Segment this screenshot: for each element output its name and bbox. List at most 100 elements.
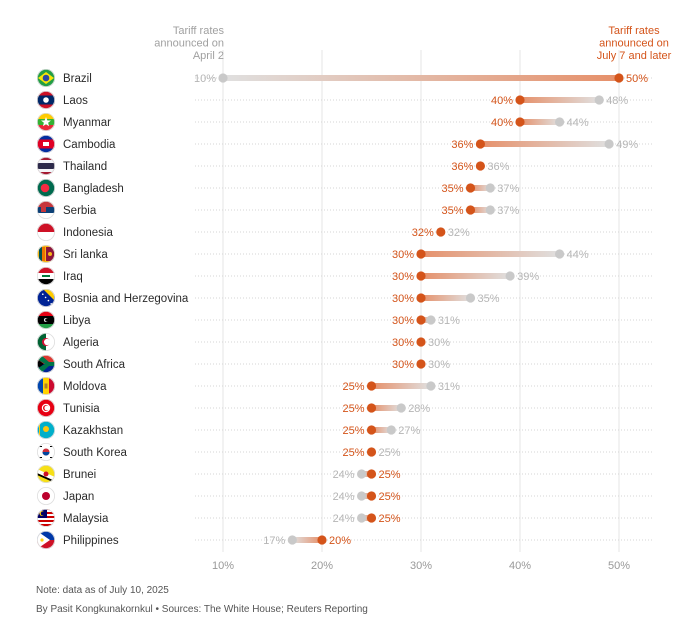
april-value-label: 44% (567, 117, 589, 129)
april-value-label: 27% (398, 425, 420, 437)
row-guides (195, 77, 652, 541)
footnote: Note: data as of July 10, 2025 (36, 585, 169, 596)
july-point (416, 293, 426, 303)
april-point (287, 535, 297, 545)
july-point (614, 73, 624, 83)
july-value-label: 30% (392, 359, 414, 371)
iraq-flag-icon (36, 266, 56, 286)
july-point (366, 425, 377, 435)
july-point (465, 183, 476, 193)
july-value-label: 25% (342, 425, 364, 437)
april-point (218, 73, 228, 83)
country-label: Indonesia (63, 227, 113, 239)
bangladesh-flag-icon (36, 178, 56, 198)
country-label: Brazil (63, 73, 92, 85)
april-value-label: 24% (333, 469, 355, 481)
country-label: Tunisia (63, 403, 100, 415)
july-value-label: 50% (626, 73, 648, 85)
april-value-label: 35% (478, 293, 500, 305)
country-label: Serbia (63, 205, 97, 217)
brunei-flag-icon (36, 464, 56, 484)
july-point (366, 469, 377, 479)
byline: By Pasit Kongkunakornkul • Sources: The … (36, 604, 368, 615)
header-right-line: announced on (599, 38, 669, 50)
july-point (416, 359, 426, 369)
july-value-label: 30% (392, 271, 414, 283)
april-point (604, 139, 614, 149)
cambodia-flag-icon (36, 134, 56, 154)
april-point (555, 117, 565, 127)
july-value-label: 36% (451, 161, 473, 173)
april-point (465, 293, 476, 303)
july-value-label: 30% (392, 249, 414, 261)
july-value-label: 36% (451, 139, 473, 151)
july-point (416, 249, 426, 259)
myanmar-flag-icon (36, 112, 56, 132)
april-value-label: 37% (497, 205, 519, 217)
april-point (357, 491, 367, 501)
april-value-label: 37% (497, 183, 519, 195)
july-value-label: 25% (342, 381, 364, 393)
july-point (436, 227, 446, 237)
july-value-label: 32% (412, 227, 434, 239)
july-value-label: 35% (441, 183, 463, 195)
indonesia-flag-icon (36, 222, 56, 242)
flags (36, 68, 56, 550)
country-label: Malaysia (63, 513, 109, 525)
july-value-label: 40% (491, 95, 513, 107)
july-value-label: 25% (379, 469, 401, 481)
country-label: South Korea (63, 447, 128, 459)
april-point (357, 513, 367, 523)
serbia-flag-icon (36, 200, 56, 220)
x-tick-label: 20% (311, 560, 333, 572)
april-point (485, 205, 495, 215)
april-value-label: 32% (448, 227, 470, 239)
july-point (416, 271, 426, 281)
header-right-line: Tariff rates (608, 25, 660, 37)
july-point (366, 403, 377, 413)
july-point (416, 315, 426, 325)
april-value-label: 31% (438, 315, 460, 327)
april-point (594, 95, 604, 105)
moldova-flag-icon (36, 376, 56, 396)
country-label: South Africa (63, 359, 126, 371)
april-value-label: 30% (428, 359, 450, 371)
april-point (357, 469, 367, 479)
july-value-label: 25% (342, 447, 364, 459)
bosnia-flag-icon (36, 288, 56, 308)
april-point (396, 403, 406, 413)
july-value-label: 20% (329, 535, 351, 547)
country-label: Algeria (63, 337, 99, 349)
july-point (515, 95, 525, 105)
april-point (485, 183, 495, 193)
header-right-line: July 7 and later (597, 50, 672, 62)
header-left-line: April 2 (193, 50, 224, 62)
country-label: Myanmar (63, 117, 111, 129)
april-point (386, 425, 396, 435)
country-labels: Brazil Laos Myanmar Cambodia Thailand Banglad… (63, 73, 189, 547)
x-axis: 10% 20% 30% 40% 50% (212, 560, 630, 572)
laos-flag-icon (36, 90, 56, 110)
brazil-flag-icon (36, 68, 56, 88)
sri-lanka-flag-icon (36, 244, 56, 264)
country-label: Cambodia (63, 139, 116, 151)
july-point (465, 205, 476, 215)
april-value-label: 24% (333, 491, 355, 503)
thailand-flag-icon (36, 156, 56, 176)
country-label: Kazakhstan (63, 425, 123, 437)
july-point (317, 535, 327, 545)
april-value-label: 44% (567, 249, 589, 261)
april-value-label: 10% (194, 73, 216, 85)
july-value-label: 25% (342, 403, 364, 415)
x-tick-label: 50% (608, 560, 630, 572)
july-value-label: 30% (392, 293, 414, 305)
july-point (515, 117, 525, 127)
april-value-label: 49% (616, 139, 638, 151)
july-point (366, 491, 377, 501)
japan-flag-icon (36, 486, 56, 506)
july-value-label: 25% (379, 513, 401, 525)
country-label: Brunei (63, 469, 96, 481)
kazakhstan-flag-icon (36, 420, 56, 440)
july-point (416, 337, 426, 347)
